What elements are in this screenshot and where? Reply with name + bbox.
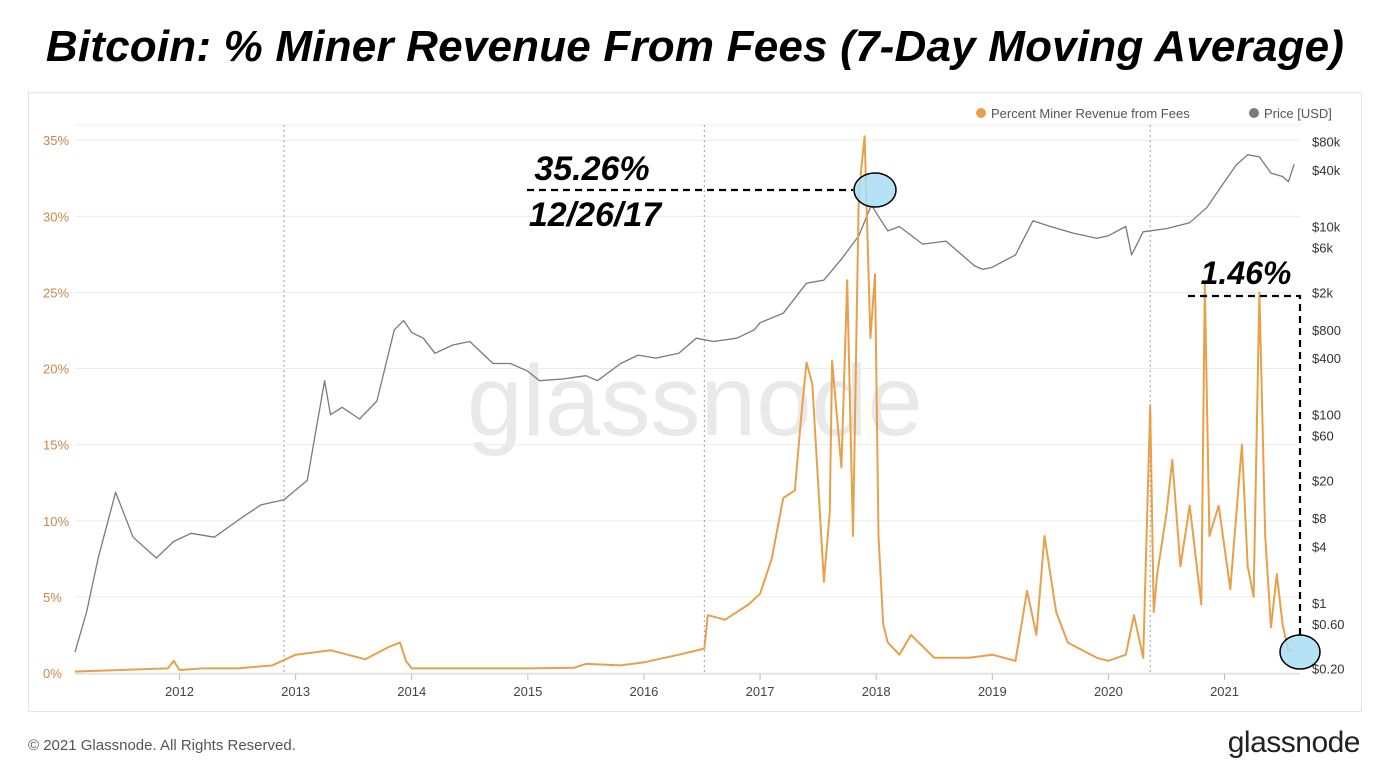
right-tick-label: $10k: [1312, 220, 1341, 235]
x-tick-label: 2016: [629, 684, 658, 699]
latest-dashed-line: [1188, 294, 1302, 637]
x-tick-label: 2012: [165, 684, 194, 699]
x-tick-label: 2021: [1210, 684, 1239, 699]
x-tick-label: 2019: [978, 684, 1007, 699]
x-tick-label: 2018: [862, 684, 891, 699]
x-tick-label: 2015: [513, 684, 542, 699]
right-tick-label: $40k: [1312, 163, 1341, 178]
right-tick-label: $800: [1312, 323, 1341, 338]
right-axis: $0.20 $0.60 $1 $4 $8 $20 $60 $100 $400 $800 $2k $6k…: [1312, 135, 1345, 677]
chart-frame: [28, 92, 1362, 712]
x-tick-label: 2020: [1094, 684, 1123, 699]
left-tick-label: 25%: [43, 285, 69, 300]
right-tick-label: $400: [1312, 351, 1341, 366]
peak-marker-circle: [853, 172, 897, 208]
legend-marker: [976, 108, 986, 118]
left-tick-label: 5%: [43, 590, 62, 605]
x-tick-label: 2017: [746, 684, 775, 699]
series-lines: [74, 135, 1295, 673]
legend: Percent Miner Revenue from Fees Price [US…: [976, 106, 1332, 121]
halving-lines: [283, 125, 1151, 674]
right-tick-label: $1: [1312, 596, 1326, 611]
price-series-line: [74, 154, 1295, 653]
right-tick-label: $0.20: [1312, 662, 1345, 677]
left-axis: 0% 5% 10% 15% 20% 25% 30% 35%: [43, 133, 69, 681]
legend-label: Price [USD]: [1264, 106, 1332, 121]
right-tick-label: $0.60: [1312, 617, 1345, 632]
peak-date-label: 12/26/17: [529, 196, 663, 234]
page-title: Bitcoin: % Miner Revenue From Fees (7-Da…: [45, 22, 1345, 71]
brand-logo-text: glassnode: [1227, 726, 1361, 759]
legend-label: Percent Miner Revenue from Fees: [991, 106, 1190, 121]
right-tick-label: $80k: [1312, 135, 1341, 150]
left-tick-label: 10%: [43, 514, 69, 529]
x-tick-label: 2013: [281, 684, 310, 699]
latest-value-label: 1.46%: [1201, 255, 1292, 291]
x-axis: 2012 2013 2014 2015 2016 2017 2018 2019 2020 2021: [75, 673, 1300, 699]
latest-marker-circle: [1279, 634, 1321, 670]
fees-series-line: [74, 135, 1295, 673]
left-tick-label: 30%: [43, 209, 69, 224]
right-tick-label: $2k: [1312, 285, 1333, 300]
left-tick-label: 15%: [43, 438, 69, 453]
peak-value-label: 35.26%: [534, 150, 649, 188]
right-tick-label: $20: [1312, 474, 1334, 489]
annotations: 35.26% 12/26/17 1.46%: [527, 150, 1321, 670]
right-tick-label: $4: [1312, 539, 1326, 554]
right-tick-label: $8: [1312, 511, 1326, 526]
x-tick-label: 2014: [397, 684, 426, 699]
legend-marker: [1249, 108, 1259, 118]
right-tick-label: $100: [1312, 408, 1341, 423]
left-tick-label: 35%: [43, 133, 69, 148]
left-tick-label: 0%: [43, 666, 62, 681]
copyright-text: © 2021 Glassnode. All Rights Reserved.: [28, 737, 296, 754]
left-tick-label: 20%: [43, 362, 69, 377]
grid-lines: [75, 124, 1300, 674]
right-tick-label: $6k: [1312, 240, 1333, 255]
watermark-text: glassnode: [467, 345, 923, 457]
right-tick-label: $60: [1312, 429, 1334, 444]
